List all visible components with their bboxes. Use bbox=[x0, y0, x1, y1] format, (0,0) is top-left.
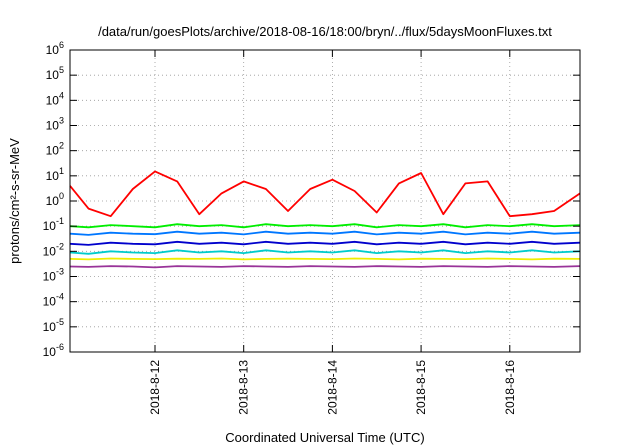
series-layer bbox=[69, 170, 581, 269]
y-tick-label: 10-1 bbox=[43, 216, 64, 233]
y-tick-label: 104 bbox=[46, 90, 64, 107]
x-axis-label: Coordinated Universal Time (UTC) bbox=[225, 430, 424, 445]
x-tick-label: 2018-8-15 bbox=[414, 360, 428, 415]
y-tick-label: 103 bbox=[46, 116, 64, 133]
y-tick-label: 10-6 bbox=[43, 342, 64, 359]
x-tick-label: 2018-8-16 bbox=[503, 360, 517, 415]
series-line bbox=[69, 170, 581, 218]
x-tick-label: 2018-8-13 bbox=[237, 360, 251, 415]
y-tick-label: 102 bbox=[46, 141, 64, 158]
x-tick-label: 2018-8-14 bbox=[325, 360, 339, 415]
y-tick-label: 10-2 bbox=[43, 241, 64, 258]
chart-title: /data/run/goesPlots/archive/2018-08-16/1… bbox=[98, 24, 552, 39]
series-line bbox=[69, 230, 581, 236]
plot-frame bbox=[69, 49, 581, 353]
y-axis-label: protons/cm²-s-sr-MeV bbox=[7, 138, 22, 264]
y-tick-label: 10-3 bbox=[43, 267, 64, 284]
series-line bbox=[69, 265, 581, 269]
y-tick-label: 106 bbox=[46, 40, 64, 57]
grid bbox=[70, 50, 580, 352]
series-line bbox=[69, 240, 581, 246]
y-tick-label: 100 bbox=[46, 191, 64, 208]
y-tick-label: 10-4 bbox=[43, 292, 64, 309]
y-tick-label: 105 bbox=[46, 65, 64, 82]
series-line bbox=[69, 257, 581, 261]
x-tick-label: 2018-8-12 bbox=[148, 360, 162, 415]
y-tick-label: 10-5 bbox=[43, 317, 64, 334]
x-axis: 2018-8-12 2018-8-13 2018-8-14 2018-8-15 2018… bbox=[148, 50, 517, 415]
series-line bbox=[69, 249, 581, 255]
y-tick-label: 101 bbox=[46, 166, 64, 183]
series-line bbox=[69, 223, 581, 229]
